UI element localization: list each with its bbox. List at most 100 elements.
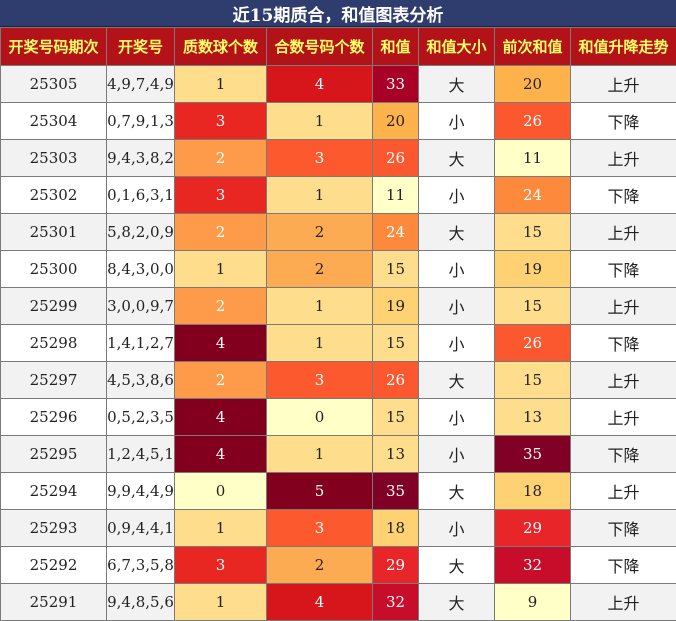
cell-trend: 上升 [571,288,676,325]
cell-size: 大 [419,473,495,510]
cell-primes: 4 [175,436,267,473]
cell-size: 小 [419,251,495,288]
cell-period: 25303 [1,140,107,177]
cell-primes: 4 [175,325,267,362]
cell-primes: 3 [175,103,267,140]
cell-period: 25298 [1,325,107,362]
cell-period: 25295 [1,436,107,473]
cell-composites: 0 [267,399,373,436]
cell-primes: 0 [175,473,267,510]
cell-prev-sum: 15 [495,362,571,399]
analysis-table: 开奖号码期次 开奖号 质数球个数 合数号码个数 和值 和值大小 前次和值 和值升… [0,27,676,621]
cell-primes: 3 [175,177,267,214]
cell-trend: 上升 [571,473,676,510]
cell-size: 大 [419,362,495,399]
cell-composites: 1 [267,103,373,140]
cell-numbers: 4,5,3,8,6 [107,362,175,399]
cell-primes: 1 [175,584,267,621]
cell-size: 小 [419,436,495,473]
cell-period: 25302 [1,177,107,214]
cell-numbers: 4,9,7,4,9 [107,66,175,103]
cell-numbers: 9,9,4,4,9 [107,473,175,510]
cell-period: 25299 [1,288,107,325]
cell-trend: 上升 [571,362,676,399]
cell-primes: 2 [175,362,267,399]
cell-numbers: 0,1,6,3,1 [107,177,175,214]
cell-size: 小 [419,288,495,325]
cell-prev-sum: 32 [495,547,571,584]
cell-sum: 13 [373,436,419,473]
cell-sum: 11 [373,177,419,214]
cell-numbers: 0,7,9,1,3 [107,103,175,140]
cell-prev-sum: 15 [495,214,571,251]
cell-numbers: 8,4,3,0,0 [107,251,175,288]
cell-prev-sum: 11 [495,140,571,177]
cell-numbers: 6,7,3,5,8 [107,547,175,584]
cell-period: 25296 [1,399,107,436]
cell-composites: 3 [267,362,373,399]
cell-trend: 上升 [571,66,676,103]
cell-trend: 上升 [571,584,676,621]
header-composites: 合数号码个数 [267,28,373,66]
header-numbers: 开奖号 [107,28,175,66]
cell-prev-sum: 13 [495,399,571,436]
cell-numbers: 0,5,2,3,5 [107,399,175,436]
cell-primes: 2 [175,288,267,325]
cell-sum: 18 [373,510,419,547]
cell-prev-sum: 20 [495,66,571,103]
cell-prev-sum: 24 [495,177,571,214]
cell-period: 25305 [1,66,107,103]
cell-composites: 1 [267,325,373,362]
cell-sum: 35 [373,473,419,510]
cell-composites: 5 [267,473,373,510]
cell-composites: 4 [267,66,373,103]
cell-period: 25301 [1,214,107,251]
cell-sum: 15 [373,325,419,362]
cell-primes: 4 [175,399,267,436]
cell-composites: 1 [267,288,373,325]
header-sum: 和值 [373,28,419,66]
cell-period: 25300 [1,251,107,288]
cell-period: 25291 [1,584,107,621]
cell-sum: 20 [373,103,419,140]
cell-sum: 24 [373,214,419,251]
cell-prev-sum: 9 [495,584,571,621]
header-primes: 质数球个数 [175,28,267,66]
cell-period: 25293 [1,510,107,547]
cell-primes: 3 [175,547,267,584]
cell-size: 大 [419,547,495,584]
cell-sum: 15 [373,399,419,436]
cell-primes: 2 [175,214,267,251]
cell-trend: 下降 [571,325,676,362]
cell-period: 25297 [1,362,107,399]
cell-trend: 上升 [571,399,676,436]
cell-composites: 1 [267,177,373,214]
cell-size: 大 [419,214,495,251]
cell-sum: 15 [373,251,419,288]
cell-prev-sum: 26 [495,103,571,140]
cell-sum: 26 [373,140,419,177]
cell-trend: 下降 [571,436,676,473]
header-period: 开奖号码期次 [1,28,107,66]
cell-numbers: 0,9,4,4,1 [107,510,175,547]
cell-trend: 下降 [571,177,676,214]
cell-sum: 19 [373,288,419,325]
cell-sum: 32 [373,584,419,621]
cell-composites: 1 [267,436,373,473]
cell-composites: 2 [267,251,373,288]
cell-prev-sum: 18 [495,473,571,510]
cell-sum: 33 [373,66,419,103]
cell-trend: 上升 [571,214,676,251]
